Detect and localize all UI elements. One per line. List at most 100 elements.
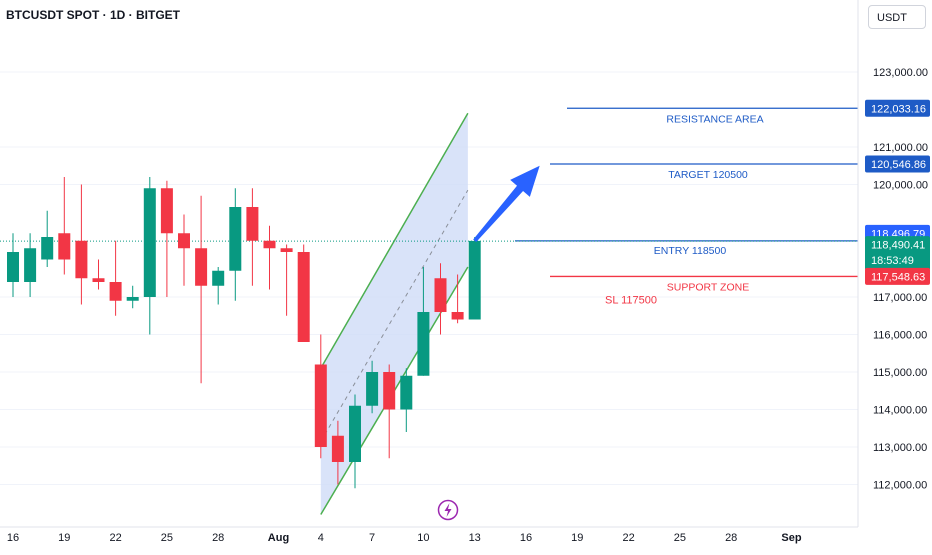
y-tick-label: 117,000.00 <box>873 292 927 304</box>
y-tick-label: 116,000.00 <box>873 330 927 342</box>
x-tick-label: 19 <box>58 532 70 544</box>
y-tick-label: 121,000.00 <box>873 142 928 154</box>
currency-selector[interactable]: USDT <box>868 5 926 29</box>
price-label-bg <box>865 236 930 271</box>
level-lines <box>0 107 858 278</box>
candle <box>263 225 276 290</box>
resistance-label: RESISTANCE AREA <box>666 113 763 125</box>
price-axis[interactable]: 112,000.00 113,000.00 114,000.00 115,000.00… <box>857 0 932 550</box>
candle <box>229 188 242 301</box>
candle <box>58 177 71 275</box>
candle <box>417 267 430 376</box>
candle-body <box>212 270 225 286</box>
candle-body <box>451 312 464 320</box>
annotation-labels: RESISTANCE AREA TARGET 120500 ENTRY 118500… <box>605 113 764 306</box>
candle <box>400 368 413 432</box>
price-label-bg <box>865 155 930 173</box>
candle-body <box>366 372 379 406</box>
candle-body <box>314 364 327 447</box>
target-arrow <box>473 165 540 243</box>
candle <box>126 285 139 309</box>
candle-body <box>468 240 481 320</box>
price-label-resistance: 122,033.16 <box>865 99 930 117</box>
support-label: SUPPORT ZONE <box>667 281 749 293</box>
candle <box>92 259 105 290</box>
lightning-icon-bolt <box>444 503 452 517</box>
candle-body <box>143 188 156 297</box>
candlesticks <box>7 177 481 489</box>
candle-body <box>160 188 173 234</box>
candle-body <box>297 252 310 342</box>
candle-body <box>331 435 344 462</box>
x-tick-label: Sep <box>781 532 801 544</box>
candle-body <box>7 252 19 282</box>
candle <box>75 184 88 305</box>
x-tick-label: 4 <box>318 532 324 544</box>
x-tick-label: 7 <box>369 532 375 544</box>
candle-body <box>24 248 37 282</box>
candle <box>349 394 361 489</box>
x-tick-label: 16 <box>7 532 19 544</box>
candle-body <box>400 375 413 410</box>
candle <box>160 180 173 297</box>
x-tick-label: 16 <box>520 532 532 544</box>
price-label-bg <box>865 267 930 285</box>
price-label-current: 118,490.41 18:53:49 <box>865 236 930 271</box>
x-tick-label: 28 <box>725 532 737 544</box>
candle-body <box>195 248 208 286</box>
x-tick-label: 22 <box>622 532 634 544</box>
x-tick-label: 22 <box>109 532 121 544</box>
candle-body <box>246 207 259 241</box>
x-tick-label: 25 <box>161 532 173 544</box>
candle-body <box>229 207 242 271</box>
price-label-text: 122,033.16 <box>871 103 926 115</box>
candle-body <box>280 248 293 252</box>
candle <box>195 195 208 384</box>
y-tick-label: 120,000.00 <box>873 180 928 192</box>
candle <box>383 364 396 459</box>
candle-body <box>58 233 71 260</box>
candle-body <box>75 240 88 279</box>
channel-midline <box>320 189 469 442</box>
candle-body <box>126 297 139 301</box>
candle <box>468 237 481 320</box>
x-tick-label: 28 <box>212 532 224 544</box>
candle-body <box>178 233 190 249</box>
entry-label: ENTRY 118500 <box>654 245 727 257</box>
price-label-support: 117,548.63 <box>865 267 930 285</box>
y-tick-label: 123,000.00 <box>873 67 928 79</box>
target-label: TARGET 120500 <box>668 169 748 181</box>
candle-body <box>92 278 105 282</box>
candle <box>366 360 379 414</box>
candle <box>24 233 37 297</box>
candle <box>297 244 310 342</box>
time-axis[interactable]: 16 19 22 25 28 Aug 4 7 10 13 16 19 22 25 28 Sep <box>0 526 858 544</box>
candle <box>331 420 344 485</box>
candle <box>41 210 54 267</box>
price-label-bg <box>865 99 930 117</box>
price-label-target: 120,546.86 <box>865 155 930 173</box>
candle <box>212 267 225 305</box>
candle <box>434 263 447 335</box>
candle-body <box>349 405 361 462</box>
price-label-text: 118,490.41 <box>871 240 925 252</box>
target-arrow-shape <box>473 165 540 243</box>
candle <box>451 274 464 324</box>
lightning-icon[interactable] <box>437 499 459 521</box>
candle <box>178 214 190 286</box>
candle-body <box>41 237 54 260</box>
x-tick-label: 13 <box>469 532 481 544</box>
stop-loss-label: SL 117500 <box>605 294 657 306</box>
symbol-title: BTCUSDT SPOT · 1D · BITGET <box>6 8 180 22</box>
x-tick-label: Aug <box>268 532 289 544</box>
x-tick-label: 19 <box>571 532 583 544</box>
price-label-text: 120,546.86 <box>871 159 926 171</box>
candle <box>246 188 259 286</box>
x-tick-label: 25 <box>674 532 686 544</box>
candle-body <box>383 372 396 410</box>
price-label-text: 117,548.63 <box>871 271 925 283</box>
candle-body <box>109 282 122 301</box>
y-tick-label: 112,000.00 <box>873 480 927 492</box>
